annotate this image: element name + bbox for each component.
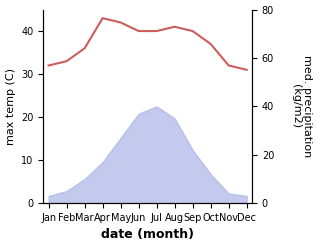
Y-axis label: med. precipitation
(kg/m2): med. precipitation (kg/m2)	[291, 55, 313, 158]
Y-axis label: max temp (C): max temp (C)	[5, 68, 16, 145]
X-axis label: date (month): date (month)	[101, 228, 194, 242]
